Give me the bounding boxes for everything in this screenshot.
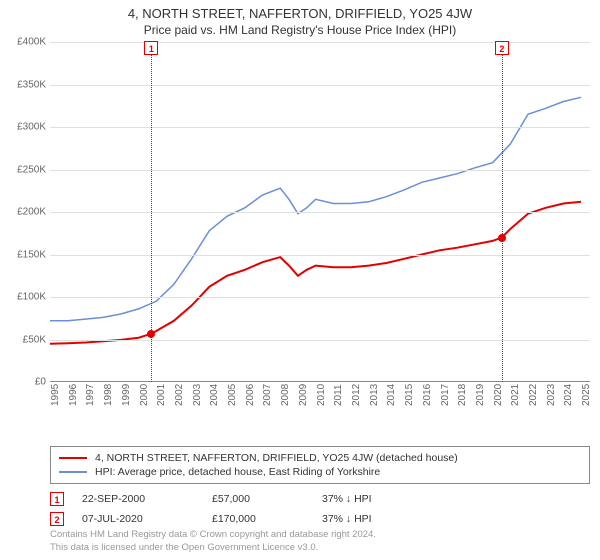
sale-price: £170,000 xyxy=(212,513,322,525)
sale-marker xyxy=(498,234,506,242)
chart-area: £0£50K£100K£150K£200K£250K£300K£350K£400… xyxy=(50,42,590,412)
legend-row: 4, NORTH STREET, NAFFERTON, DRIFFIELD, Y… xyxy=(59,451,581,465)
legend-swatch xyxy=(59,457,87,459)
sale-date: 22-SEP-2000 xyxy=(82,493,212,505)
sale-badge: 2 xyxy=(50,512,64,526)
y-tick-label: £50K xyxy=(2,334,46,345)
sale-badge: 1 xyxy=(50,492,64,506)
y-tick-label: £0 xyxy=(2,377,46,388)
legend-label: 4, NORTH STREET, NAFFERTON, DRIFFIELD, Y… xyxy=(95,452,458,464)
legend-label: HPI: Average price, detached house, East… xyxy=(95,466,380,478)
y-tick-label: £100K xyxy=(2,292,46,303)
legend-row: HPI: Average price, detached house, East… xyxy=(59,465,581,479)
reference-line xyxy=(502,42,503,382)
gridline xyxy=(50,42,590,43)
gridline xyxy=(50,255,590,256)
reference-badge: 1 xyxy=(144,41,158,55)
plot-region: £0£50K£100K£150K£200K£250K£300K£350K£400… xyxy=(50,42,590,382)
gridline xyxy=(50,85,590,86)
y-tick-label: £300K xyxy=(2,122,46,133)
sale-price: £57,000 xyxy=(212,493,322,505)
sale-marker xyxy=(147,330,155,338)
y-tick-label: £250K xyxy=(2,164,46,175)
y-tick-label: £350K xyxy=(2,79,46,90)
y-tick-label: £150K xyxy=(2,249,46,260)
gridline xyxy=(50,170,590,171)
footer-line-1: Contains HM Land Registry data © Crown c… xyxy=(50,529,590,541)
legend-swatch xyxy=(59,471,87,473)
gridline xyxy=(50,212,590,213)
sale-row: 1 22-SEP-2000£57,00037% ↓ HPI xyxy=(50,492,590,506)
reference-badge: 2 xyxy=(495,41,509,55)
gridline xyxy=(50,297,590,298)
gridline xyxy=(50,127,590,128)
gridline xyxy=(50,340,590,341)
legend: 4, NORTH STREET, NAFFERTON, DRIFFIELD, Y… xyxy=(50,446,590,484)
chart-container: 4, NORTH STREET, NAFFERTON, DRIFFIELD, Y… xyxy=(0,0,600,560)
sale-diff: 37% ↓ HPI xyxy=(322,513,422,525)
y-tick-label: £400K xyxy=(2,37,46,48)
footer-attribution: Contains HM Land Registry data © Crown c… xyxy=(50,529,590,554)
footer-line-2: This data is licensed under the Open Gov… xyxy=(50,542,590,554)
y-tick-label: £200K xyxy=(2,207,46,218)
chart-subtitle: Price paid vs. HM Land Registry's House … xyxy=(0,21,600,41)
sale-date: 07-JUL-2020 xyxy=(82,513,212,525)
chart-title: 4, NORTH STREET, NAFFERTON, DRIFFIELD, Y… xyxy=(0,0,600,21)
sale-row: 2 07-JUL-2020£170,00037% ↓ HPI xyxy=(50,512,590,526)
sale-diff: 37% ↓ HPI xyxy=(322,493,422,505)
